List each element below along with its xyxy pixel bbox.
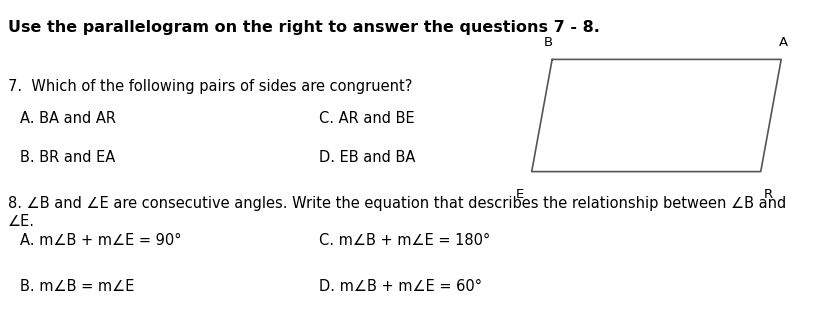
- Text: B: B: [543, 37, 553, 50]
- Text: 7.  Which of the following pairs of sides are congruent?: 7. Which of the following pairs of sides…: [8, 79, 412, 94]
- Text: Use the parallelogram on the right to answer the questions 7 - 8.: Use the parallelogram on the right to an…: [8, 20, 600, 35]
- Text: A: A: [779, 37, 789, 50]
- Text: D. EB and BA: D. EB and BA: [319, 150, 416, 165]
- Text: D. m∠B + m∠E = 60°: D. m∠B + m∠E = 60°: [319, 279, 482, 294]
- Text: A. BA and AR: A. BA and AR: [20, 111, 116, 125]
- Text: B. m∠B = m∠E: B. m∠B = m∠E: [20, 279, 135, 294]
- Text: A. m∠B + m∠E = 90°: A. m∠B + m∠E = 90°: [20, 233, 182, 248]
- Text: B. BR and EA: B. BR and EA: [20, 150, 115, 165]
- Text: C. m∠B + m∠E = 180°: C. m∠B + m∠E = 180°: [319, 233, 490, 248]
- Text: R: R: [764, 188, 773, 201]
- Text: 8. ∠B and ∠E are consecutive angles. Write the equation that describes the relat: 8. ∠B and ∠E are consecutive angles. Wri…: [8, 196, 786, 229]
- Text: C. AR and BE: C. AR and BE: [319, 111, 415, 125]
- Text: E: E: [515, 188, 524, 201]
